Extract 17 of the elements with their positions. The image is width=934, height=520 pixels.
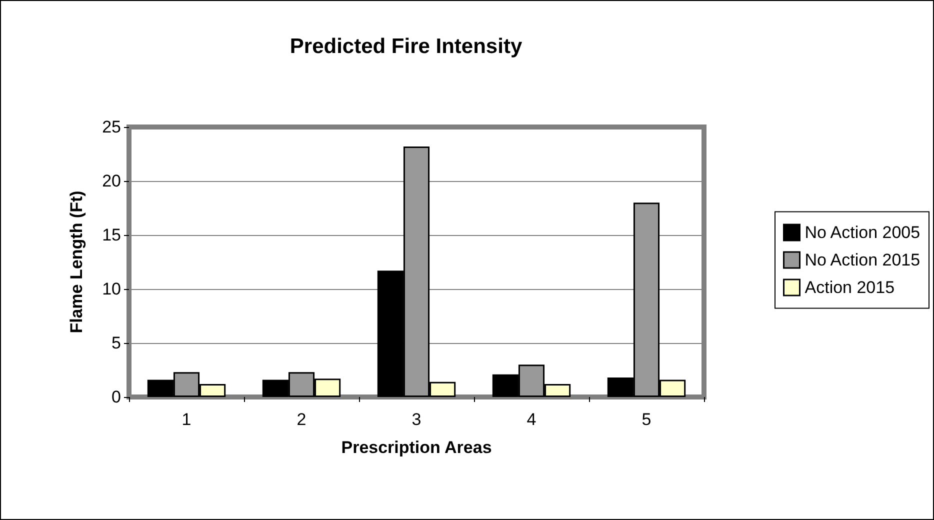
y-tick-label: 0 bbox=[112, 388, 121, 406]
y-tick-label: 5 bbox=[112, 334, 121, 352]
legend-label: No Action 2005 bbox=[804, 223, 920, 242]
x-tick-label: 5 bbox=[642, 410, 652, 429]
x-tick-label: 4 bbox=[526, 410, 536, 429]
x-axis-title: Prescription Areas bbox=[341, 438, 492, 457]
y-tick-label: 20 bbox=[102, 172, 121, 190]
y-tick-label: 25 bbox=[102, 118, 121, 136]
legend-label: Action 2015 bbox=[804, 278, 895, 297]
x-tick-label: 3 bbox=[412, 410, 422, 429]
chart-title: Predicted Fire Intensity bbox=[290, 35, 522, 58]
y-axis-title: Flame Length (Ft) bbox=[67, 190, 86, 334]
legend-label: No Action 2015 bbox=[804, 250, 920, 270]
x-tick-label: 1 bbox=[182, 410, 192, 429]
x-tick-label: 2 bbox=[296, 410, 306, 429]
y-tick-label: 15 bbox=[102, 226, 121, 244]
y-tick-label: 10 bbox=[102, 280, 121, 298]
